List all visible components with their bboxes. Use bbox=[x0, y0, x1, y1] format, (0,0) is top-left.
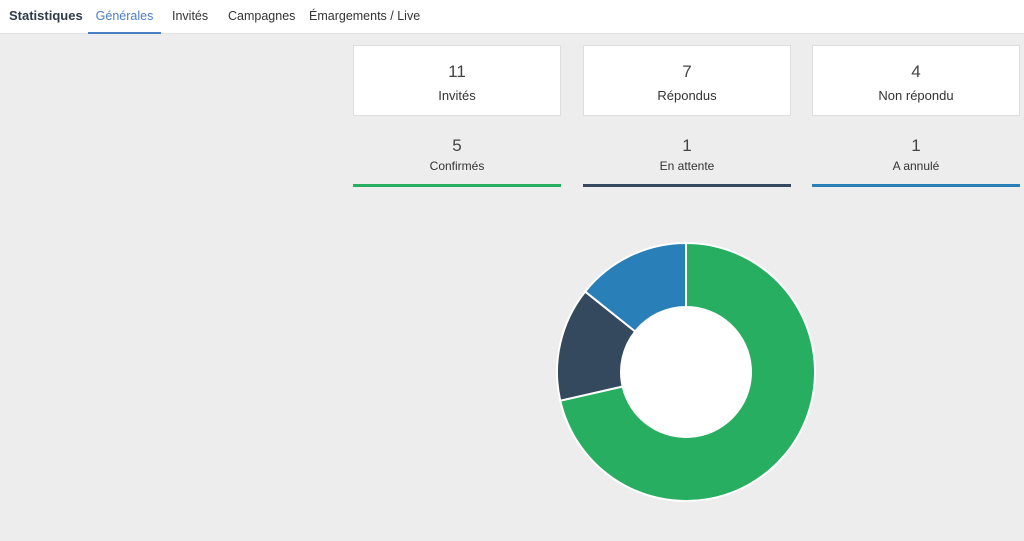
status-label: En attente bbox=[659, 159, 715, 173]
summary-card-repondus: 7 Répondus bbox=[583, 45, 791, 116]
status-value: 1 bbox=[911, 136, 921, 155]
status-underline bbox=[583, 184, 791, 187]
summary-card-non-repondu: 4 Non répondu bbox=[812, 45, 1020, 116]
status-label: Confirmés bbox=[429, 159, 485, 173]
status-value: 1 bbox=[682, 136, 692, 155]
status-label: A annulé bbox=[892, 159, 940, 173]
status-underline bbox=[812, 184, 1020, 187]
summary-value: 11 bbox=[448, 62, 466, 81]
tab-generales[interactable]: Générales bbox=[88, 9, 161, 34]
summary-value: 7 bbox=[682, 62, 692, 81]
summary-card-invites: 11 Invités bbox=[353, 45, 561, 116]
status-underline bbox=[353, 184, 561, 187]
status-stat-confirmes: 5 Confirmés bbox=[353, 134, 561, 187]
tab-emargements-live[interactable]: Émargements / Live bbox=[309, 9, 421, 23]
status-value: 5 bbox=[452, 136, 462, 155]
tab-campagnes[interactable]: Campagnes bbox=[228, 9, 296, 23]
summary-value: 4 bbox=[911, 62, 921, 81]
page-title: Statistiques bbox=[9, 8, 83, 23]
summary-label: Invités bbox=[438, 88, 476, 103]
status-stat-a-annule: 1 A annulé bbox=[812, 134, 1020, 187]
donut-hole bbox=[621, 307, 751, 437]
top-nav-bar: Statistiques Générales Invités Campagnes… bbox=[0, 0, 1024, 34]
tab-invites[interactable]: Invités bbox=[172, 9, 209, 23]
status-stat-en-attente: 1 En attente bbox=[583, 134, 791, 187]
summary-label: Non répondu bbox=[878, 88, 954, 103]
summary-label: Répondus bbox=[657, 88, 717, 103]
